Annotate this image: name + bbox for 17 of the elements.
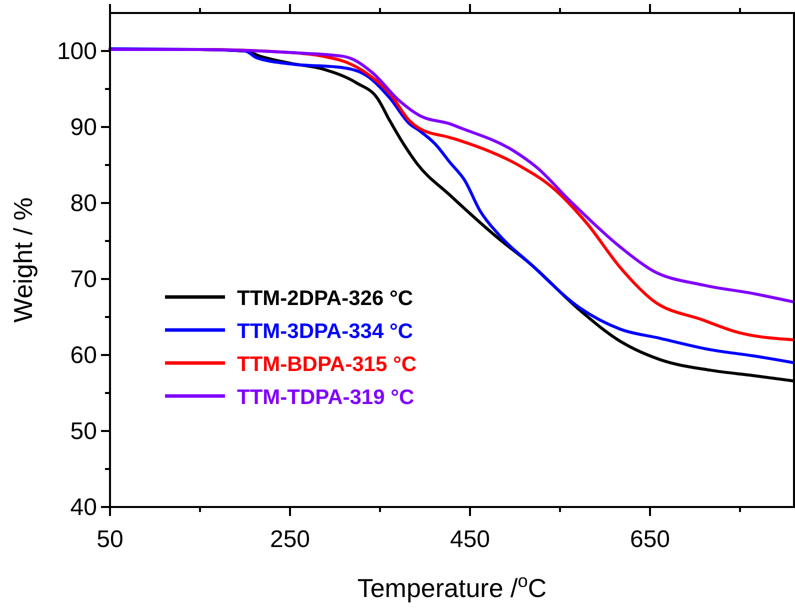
y-tick-label: 100	[56, 38, 97, 65]
y-tick-label: 50	[70, 418, 97, 445]
y-axis-title: Weight / %	[8, 197, 38, 323]
legend-label: TTM-3DPA-334 °C	[237, 320, 414, 343]
x-tick-label: 50	[96, 526, 124, 553]
y-tick-label: 70	[70, 266, 97, 293]
legend-label: TTM-2DPA-326 °C	[237, 287, 414, 310]
x-tick-label: 250	[270, 526, 310, 553]
y-tick-label: 60	[70, 342, 97, 369]
x-tick-label: 450	[450, 526, 490, 553]
y-tick-label: 40	[70, 494, 97, 521]
legend-label: TTM-BDPA-315 °C	[237, 353, 417, 376]
y-tick-label: 90	[70, 114, 97, 141]
x-axis-title: Temperature /$^{o}$C	[357, 571, 547, 603]
y-tick-label: 80	[70, 190, 97, 217]
legend-label: TTM-TDPA-319 °C	[237, 386, 414, 409]
x-tick-label: 650	[630, 526, 670, 553]
